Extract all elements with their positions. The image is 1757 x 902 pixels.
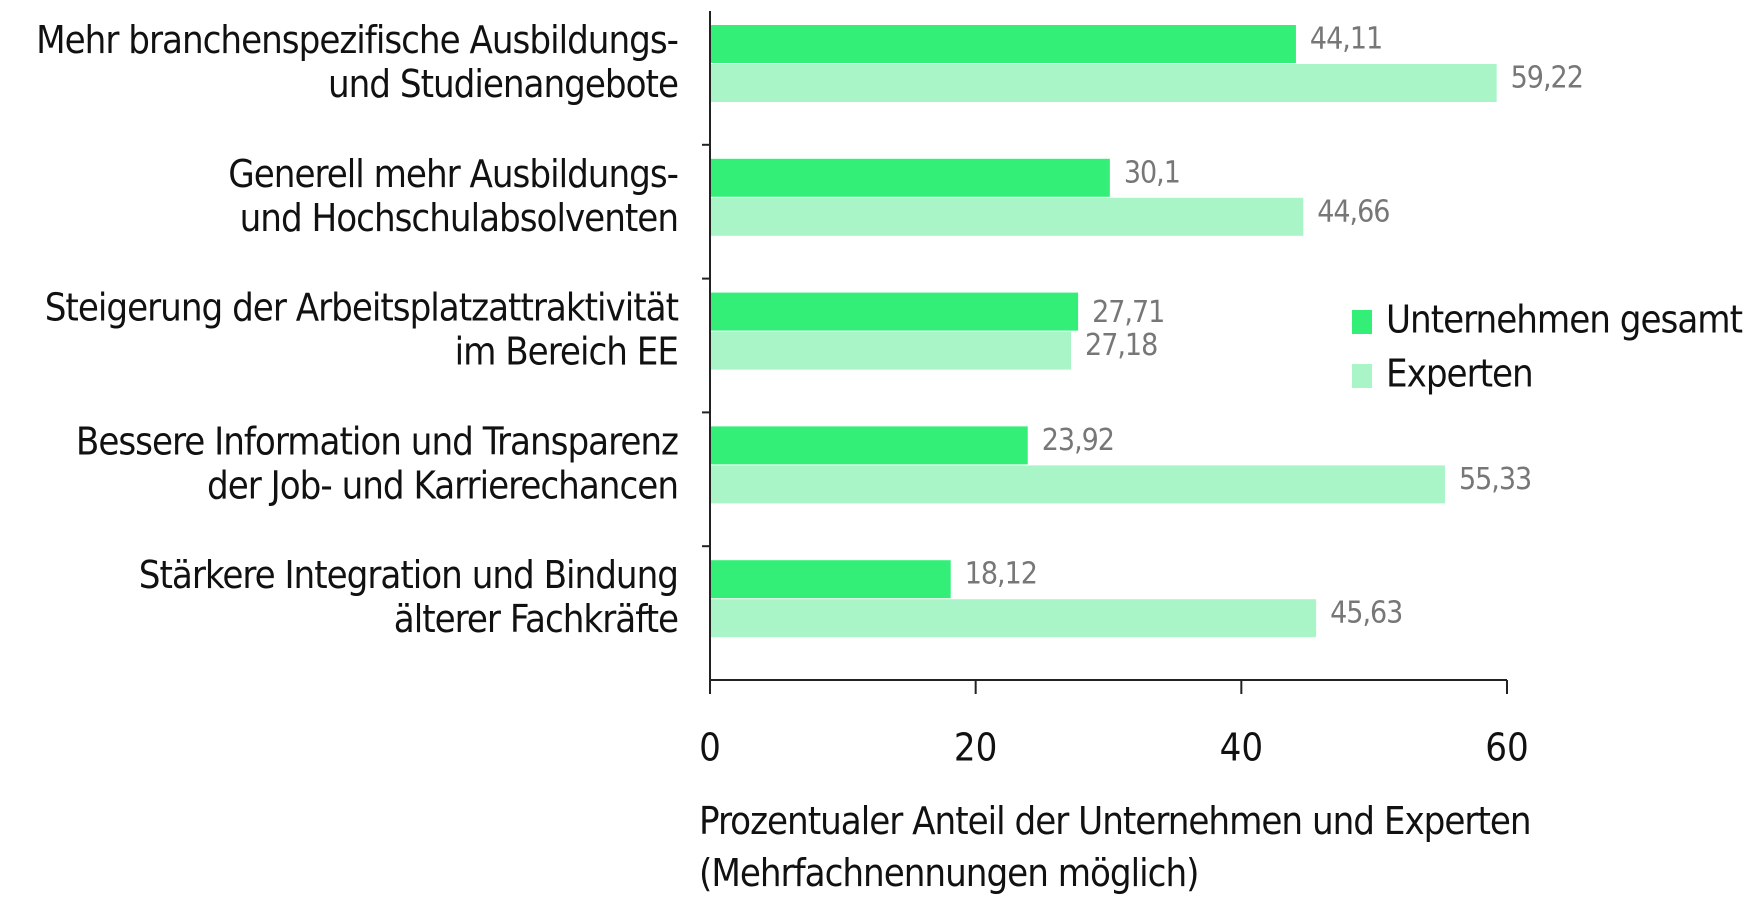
bar xyxy=(710,426,1028,465)
bar xyxy=(710,331,1072,370)
x-tick-label: 40 xyxy=(1220,726,1264,770)
legend-swatch xyxy=(1352,310,1372,334)
x-tick-label: 0 xyxy=(699,726,721,770)
bar xyxy=(710,25,1296,63)
value-label: 44,11 xyxy=(1310,22,1382,57)
value-label: 55,33 xyxy=(1459,462,1531,497)
value-label: 18,12 xyxy=(965,557,1037,592)
value-label: 44,66 xyxy=(1317,194,1389,229)
bar xyxy=(710,64,1497,102)
category-label: Stärkere Integration und Bindung älterer … xyxy=(139,553,678,641)
legend-label: Unternehmen gesamt xyxy=(1386,298,1743,342)
bar xyxy=(710,465,1445,504)
category-label: Steigerung der Arbeitsplatzattraktivität… xyxy=(45,285,679,373)
value-label: 27,71 xyxy=(1092,295,1164,330)
bar xyxy=(710,292,1079,331)
x-tick-label: 20 xyxy=(954,726,998,770)
bar xyxy=(710,197,1304,236)
bar xyxy=(710,560,951,599)
category-label: Generell mehr Ausbildungs-und Hochschula… xyxy=(228,151,678,239)
value-label: 45,63 xyxy=(1330,596,1402,631)
legend-swatch xyxy=(1352,364,1372,388)
value-label: 30,1 xyxy=(1124,155,1180,190)
legend-label: Experten xyxy=(1386,352,1533,396)
value-label: 27,18 xyxy=(1085,328,1157,363)
value-label: 59,22 xyxy=(1511,61,1583,96)
bar xyxy=(710,158,1110,197)
x-tick-label: 60 xyxy=(1485,726,1529,770)
category-label: Mehr branchenspezifische Ausbildungs-und… xyxy=(36,18,678,106)
bar xyxy=(710,599,1317,638)
value-label: 23,92 xyxy=(1042,423,1114,458)
x-axis-label: Prozentualer Anteil der Unternehmen und … xyxy=(699,799,1531,895)
category-label: Bessere Information und Transparenz der J… xyxy=(76,419,678,507)
